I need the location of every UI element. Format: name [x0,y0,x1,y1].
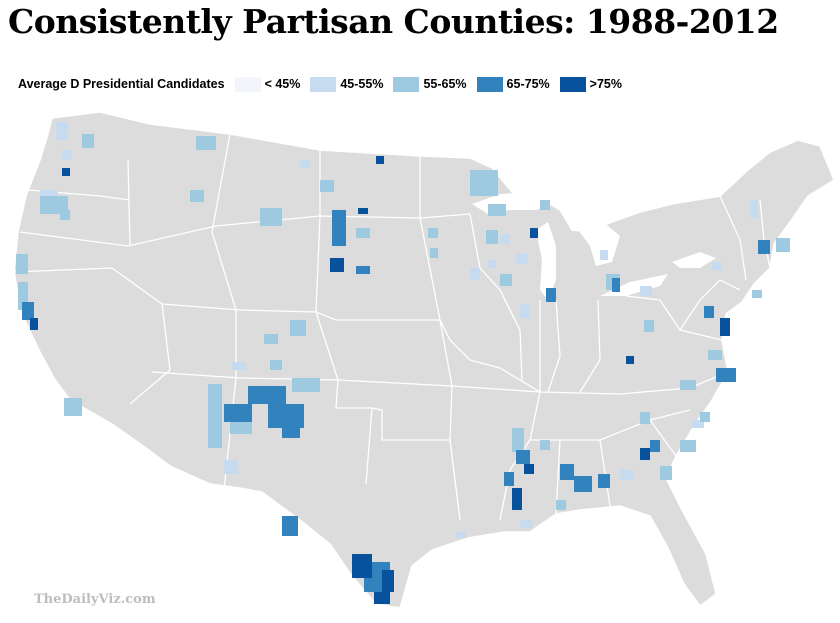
legend-title: Average D Presidential Candidates [18,77,225,91]
legend-item-gt75: >75% [559,76,622,92]
legend-item-55-65: 55-65% [393,76,467,92]
legend-item-65-75: 65-75% [476,76,550,92]
legend-swatch [393,76,420,92]
counties-55-65 [16,134,790,510]
lake-michigan [536,222,556,300]
credit-watermark: TheDailyViz.com [34,592,156,607]
counties-45-55 [40,122,758,538]
legend: Average D Presidential Candidates < 45% … [18,74,632,94]
legend-item-label: 45-55% [340,77,384,91]
page-title: Consistently Partisan Counties: 1988-201… [8,2,779,41]
legend-item-45-55: 45-55% [310,76,384,92]
counties-gt75 [30,156,730,604]
legend-item-label: >75% [589,77,622,91]
legend-swatch [559,76,586,92]
legend-item-label: 65-75% [506,77,550,91]
legend-swatch [310,76,337,92]
lake-huron [574,218,620,266]
lake-ontario [672,252,716,268]
legend-item-label: < 45% [264,77,301,91]
legend-swatch [234,76,261,92]
legend-item-lt45: < 45% [234,76,301,92]
us-county-map [13,111,835,609]
legend-item-label: 55-65% [423,77,467,91]
legend-swatch [476,76,503,92]
